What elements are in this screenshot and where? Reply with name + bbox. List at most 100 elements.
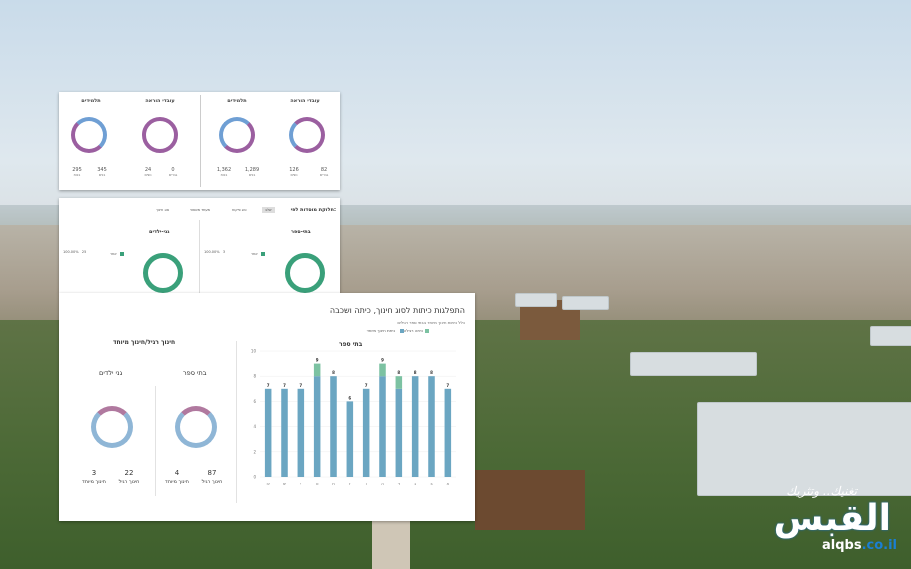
x-tick-label: יא <box>283 481 287 486</box>
alqbs-logo: تغنيك.. وتثريك القبس alqbs.co.il <box>707 478 897 560</box>
bar-data-label: 7 <box>446 383 449 388</box>
gender-donut <box>142 117 178 153</box>
teachers-card: עובדי הוראה <box>128 98 192 104</box>
bar-data-label: 8 <box>430 370 433 375</box>
greenhouse <box>870 326 911 346</box>
pct-label: 100.00% 3 <box>204 250 226 254</box>
regular-count: 22 <box>124 469 134 477</box>
pct-label: 100.00% 25 <box>63 250 87 254</box>
bar-regular <box>395 388 403 477</box>
x-tick-label: יב <box>267 481 270 486</box>
page-title: התפלגות כיתות לסוג חינוך, כיתה ושכבה <box>329 306 465 315</box>
tab-supervision[interactable]: סוג פיקוח <box>232 208 247 212</box>
x-tick-label: ה <box>381 481 384 486</box>
bar-data-label: 7 <box>267 383 270 388</box>
card-title: בתי-ספר <box>291 229 311 235</box>
tab-legal-status[interactable]: מעמד משפטי <box>190 208 211 212</box>
group-title: בתי ספר <box>183 369 207 377</box>
x-tick-label: ב <box>430 481 433 486</box>
bar-regular <box>264 388 272 477</box>
students-card: תלמידים <box>205 98 269 104</box>
regular-label: חינוך רגיל <box>201 479 223 485</box>
divider <box>155 386 156 496</box>
gender-donut <box>219 117 255 153</box>
regular-label: חינוך רגיל <box>118 479 140 485</box>
bar-data-label: 7 <box>299 383 302 388</box>
logo-name: القبس <box>773 498 891 539</box>
logo-tagline: تغنيك.. وتثريك <box>786 484 857 498</box>
card-title: תלמידים <box>81 98 101 104</box>
bar-special <box>395 376 403 389</box>
y-tick-label: 2 <box>253 449 256 454</box>
field-plot <box>475 470 585 530</box>
special-label: חינוך מיוחד <box>82 479 106 485</box>
x-tick-label: י <box>300 481 301 486</box>
y-tick-label: 8 <box>253 374 256 379</box>
section-heading: חינוך רגיל/חינוך מיוחד <box>113 339 176 346</box>
bar-regular <box>379 376 386 477</box>
chart-title: בתי ספר <box>339 341 363 348</box>
special-count: 4 <box>174 469 180 477</box>
x-tick-label: ו <box>366 481 367 486</box>
bar-regular <box>444 388 452 477</box>
education-type-donut <box>91 406 133 448</box>
bar-special <box>313 363 321 377</box>
greenhouse <box>630 352 757 376</box>
card-title: גני-ילדים <box>149 229 170 235</box>
greenhouse <box>562 296 609 310</box>
card-title: עובדי הוראה <box>145 98 175 104</box>
bar-special <box>379 363 386 377</box>
divider <box>236 341 237 503</box>
section-heading: חלוקת מוסדות לפי: <box>290 207 336 213</box>
stat-value: 24 נשים <box>144 167 152 177</box>
legend-item: אחר <box>110 252 124 256</box>
bar-data-label: 9 <box>381 358 384 363</box>
regular-count: 87 <box>207 469 217 477</box>
card-title: עובדי הוראה <box>290 98 320 104</box>
x-tick-label: ח <box>332 481 335 486</box>
stats-panel: עובדי הוראה 82 גברים 126 נשים תלמידים 1,28… <box>59 92 340 190</box>
x-tick-label: ט <box>316 481 319 486</box>
tab-education-type[interactable]: סוג חינוך <box>156 208 170 212</box>
bar-data-label: 7 <box>365 383 368 388</box>
x-tick-label: ד <box>398 481 401 486</box>
greenhouse <box>697 402 911 496</box>
bar-data-label: 8 <box>332 370 335 375</box>
logo-url: alqbs.co.il <box>821 538 897 553</box>
x-tick-label: ז <box>349 481 351 486</box>
bar-regular <box>281 388 288 477</box>
stat-value: 1,289 בנים <box>244 167 260 177</box>
y-tick-label: 6 <box>253 399 256 404</box>
stat-value: 295 בנות <box>72 167 82 177</box>
gender-donut <box>289 117 325 153</box>
subtitle: כלל כיתות חינוך מיוחד בבתי ספר רגילים <box>397 320 465 325</box>
road <box>372 520 410 569</box>
x-tick-label: ג <box>414 481 416 486</box>
bar-data-label: 6 <box>348 395 351 400</box>
tab-stage[interactable]: שלב <box>262 207 275 213</box>
special-label: חינוך מיוחד <box>165 479 189 485</box>
institutions-panel: חלוקת מוסדות לפי: שלב סוג פיקוח מעמד משפ… <box>59 198 340 293</box>
stat-value: 82 גברים <box>319 167 329 177</box>
education-type-donut <box>175 406 217 448</box>
stat-value: 0 גברים <box>168 167 178 177</box>
chart-legend: כיתה רגילה כיתת חינוך מיוחד <box>367 328 429 333</box>
bar-regular <box>297 388 305 477</box>
x-tick-label: א <box>446 481 449 486</box>
special-count: 3 <box>91 469 97 477</box>
classes-panel: התפלגות כיתות לסוג חינוך, כיתה ושכבה כלל… <box>59 293 475 521</box>
bar-regular <box>313 376 321 477</box>
filter-tabs: שלב סוג פיקוח מעמד משפטי סוג חינוך <box>59 207 340 217</box>
greenhouse <box>515 293 557 307</box>
bar-regular <box>362 388 370 477</box>
teachers-card: עובדי הוראה <box>273 98 337 104</box>
bar-data-label: 9 <box>316 358 319 363</box>
bar-regular <box>330 376 337 477</box>
students-card: תלמידים <box>59 98 123 104</box>
y-tick-label: 0 <box>253 475 256 480</box>
institution-donut <box>285 253 325 293</box>
classes-bar-chart: 0 2 4 6 8 10 7 א 8 ב 8 ג 8 ד 9 ה 7 ו 6 ז 8 ח 9 ט 7 י 7 יא 7 יב <box>251 349 456 486</box>
group-title: גני ילדים <box>99 369 123 377</box>
y-tick-label: 4 <box>253 424 256 429</box>
bar-regular <box>346 401 354 477</box>
